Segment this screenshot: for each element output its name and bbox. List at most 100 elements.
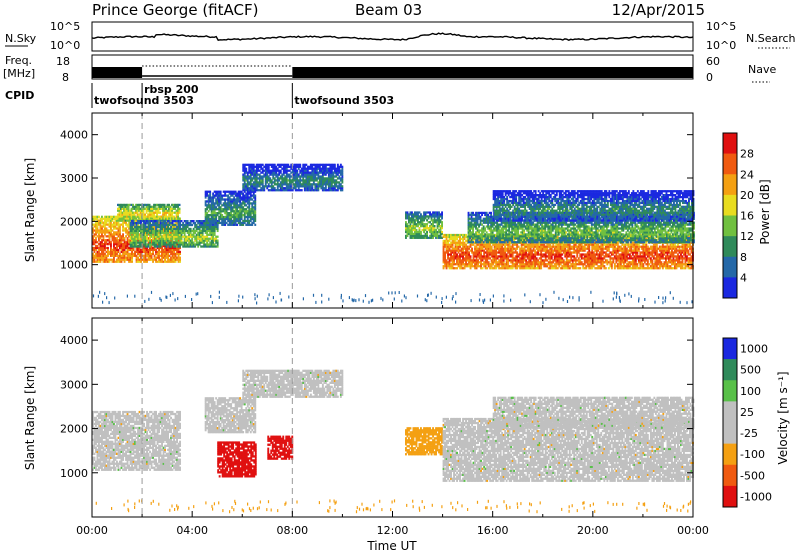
echo-cell (334, 164, 336, 166)
echo-cell (101, 227, 103, 229)
echo-cell (476, 257, 478, 259)
echo-cell (181, 238, 183, 240)
nsearch-tick-top: 10^5 (706, 20, 736, 33)
echo-cell (546, 265, 548, 267)
echo-cell (426, 231, 428, 233)
nsky-tick-top: 10^5 (50, 20, 80, 33)
freq-bar-2 (292, 67, 693, 78)
echo-cell (215, 218, 217, 220)
echo-cell (170, 245, 172, 247)
echo-cell (175, 261, 177, 263)
echo-cell (109, 239, 111, 241)
echo-cell (139, 238, 141, 240)
echo-cell (190, 228, 192, 230)
echo-cell (482, 267, 484, 269)
freq-bars (92, 66, 693, 78)
echo-cell (287, 164, 289, 166)
echo-cell (127, 251, 129, 253)
echo-cell (254, 218, 256, 220)
echo-cell (459, 246, 461, 248)
echo-cell (152, 228, 154, 230)
echo-cell (254, 202, 256, 204)
echo-cell (254, 210, 256, 212)
echo-cell (159, 212, 161, 214)
echo-cell (486, 267, 488, 269)
echo-cell (220, 191, 222, 193)
echo-cell (485, 265, 487, 267)
station-title: Prince George (fitACF) (92, 1, 258, 19)
nsky-label: N.Sky (5, 32, 37, 45)
echo-cell (146, 234, 148, 236)
echo-cell (501, 246, 503, 248)
echo-cell (461, 265, 463, 267)
echo-cell (254, 224, 256, 226)
echo-cell (193, 220, 195, 222)
date-title: 12/Apr/2015 (612, 1, 705, 19)
echo-cell (452, 265, 454, 267)
echo-cell (208, 210, 210, 212)
echo-cell (262, 181, 264, 183)
echo-cell (441, 223, 443, 225)
echo-cell (217, 240, 219, 242)
echo-cell (341, 181, 343, 183)
echo-cell (175, 224, 177, 226)
echo-cell (453, 259, 455, 261)
echo-cell (476, 246, 478, 248)
echo-cell (557, 267, 559, 269)
echo-cell (434, 225, 436, 227)
echo-cell (473, 257, 475, 259)
echo-cell (179, 261, 181, 263)
echo-cell (497, 257, 499, 259)
echo-cell (341, 179, 343, 181)
echo-cell (470, 255, 472, 257)
nsearch-tick-bottom: 10^0 (706, 39, 736, 52)
echo-cell (516, 248, 518, 250)
echo-cell (106, 227, 108, 229)
echo-cell (441, 211, 443, 213)
echo-cell (173, 251, 175, 253)
echo-cell (278, 179, 280, 181)
echo-cell (480, 265, 482, 267)
echo-cell (441, 221, 443, 223)
echo-cell (512, 267, 514, 269)
power-cells (92, 164, 695, 305)
echo-cell (512, 246, 514, 248)
echo-cell (521, 246, 523, 248)
echo-cell (98, 239, 100, 241)
echo-cell (426, 223, 428, 225)
echo-cell (337, 164, 339, 166)
echo-cell (419, 227, 421, 229)
echo-cell (459, 257, 461, 259)
echo-cell (507, 257, 509, 259)
echo-cell (256, 179, 258, 181)
echo-cell (131, 251, 133, 253)
echo-cell (254, 206, 256, 208)
echo-cell (157, 220, 159, 222)
nsky-trace (92, 33, 693, 40)
echo-cell (191, 238, 193, 240)
echo-cell (103, 251, 105, 253)
echo-cell (561, 253, 563, 255)
echo-cell (254, 195, 256, 197)
echo-cell (251, 179, 253, 181)
echo-cell (194, 245, 196, 247)
echo-cell (524, 257, 526, 259)
echo-cell (119, 229, 121, 231)
echo-cell (325, 185, 327, 187)
echo-cell (274, 164, 276, 166)
echo-cell (152, 251, 154, 253)
echo-cell (464, 267, 466, 269)
echo-cell (119, 227, 121, 229)
echo-cell (561, 257, 563, 259)
echo-cell (301, 189, 303, 191)
echo-cell (441, 215, 443, 217)
echo-cell (540, 257, 542, 259)
echo-cell (444, 253, 446, 255)
echo-cell (100, 261, 102, 263)
freq-label-line2: [MHz] (3, 67, 35, 80)
echo-cell (491, 265, 493, 267)
echo-cell (152, 261, 154, 263)
echo-cell (217, 236, 219, 238)
echo-cell (149, 245, 151, 247)
echo-cell (512, 253, 514, 255)
